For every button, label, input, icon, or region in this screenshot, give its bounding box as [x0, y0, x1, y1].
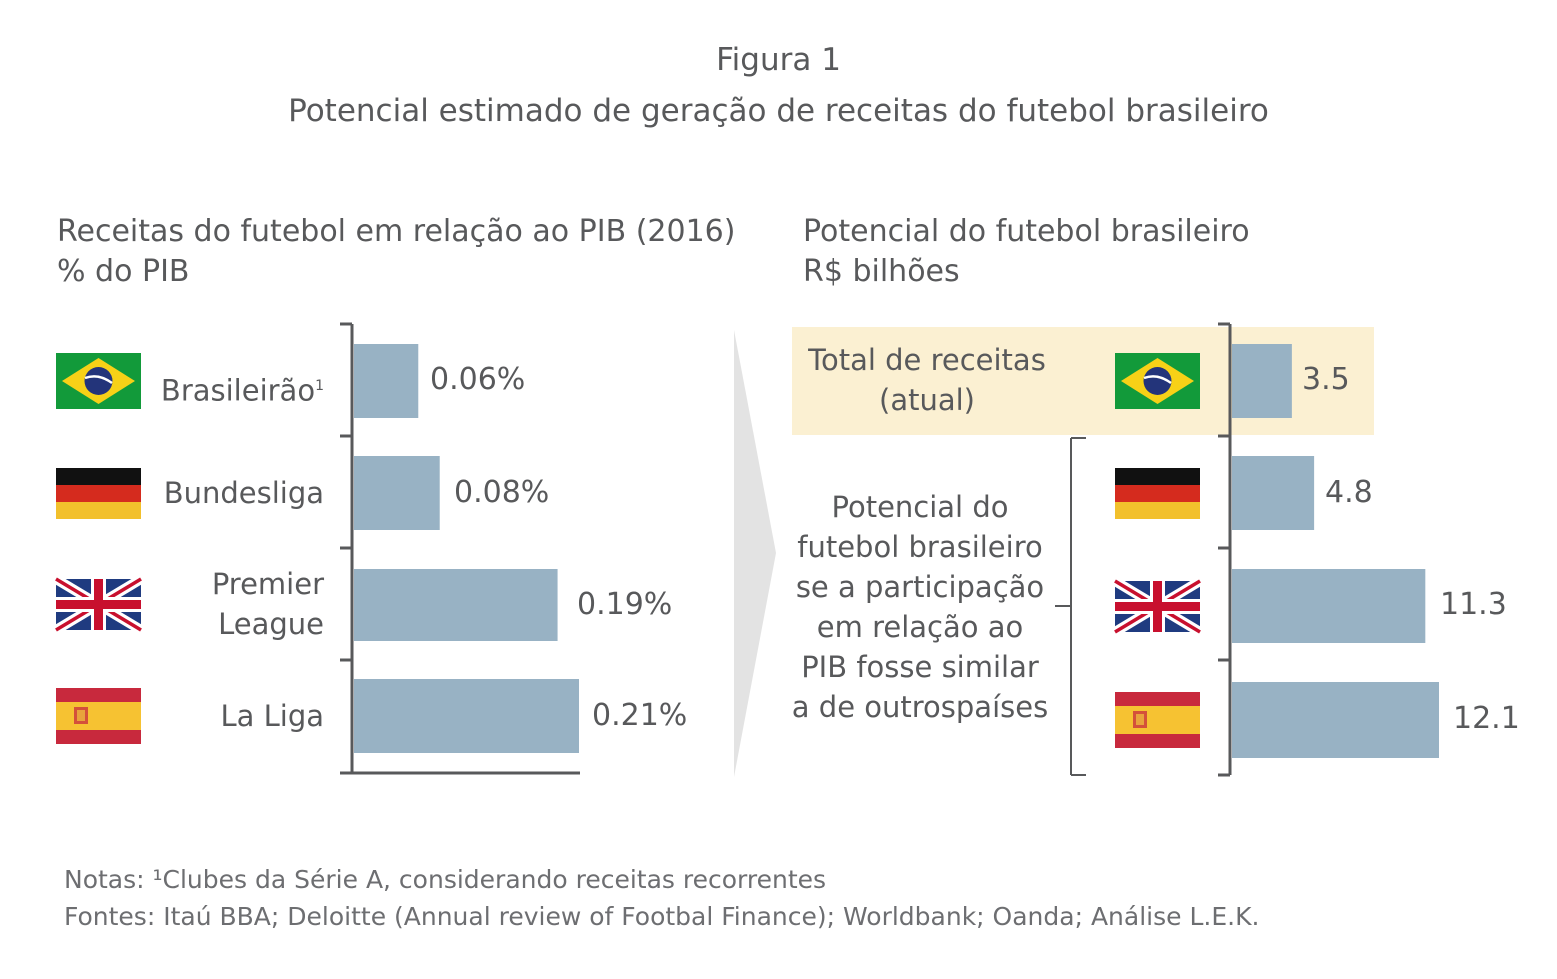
current-revenue-label-line2: (atual)	[879, 383, 975, 417]
category-label-laliga: La Liga	[220, 699, 324, 733]
value-label-brasileirao: 0.06%	[430, 362, 526, 397]
left-chart-subtitle: Receitas do futebol em relação ao PIB (2…	[57, 214, 736, 249]
brazil-flag-icon	[54, 351, 143, 411]
left-bar-3	[354, 569, 558, 641]
right-chart-unit: R$ bilhões	[803, 254, 960, 289]
current-revenue-label-line1: Total de receitas	[808, 343, 1046, 377]
right-bar-3	[1232, 569, 1426, 643]
value-label-laliga: 0.21%	[592, 698, 688, 733]
value-label-premier: 0.19%	[577, 587, 673, 622]
potential-label-line5: PIB fosse similar	[801, 650, 1039, 684]
potential-label-line3: se a participação	[795, 570, 1045, 604]
notes-line: Notas: ¹Clubes da Série A, considerando …	[64, 865, 827, 894]
value-label-spain-potential: 12.1	[1453, 701, 1520, 736]
right-chart-subtitle: Potencial do futebol brasileiro	[803, 214, 1250, 249]
potential-label-line2: futebol brasileiro	[797, 530, 1043, 564]
category-label-premier-line2: League	[218, 607, 324, 641]
category-label-premier-line1: Premier	[211, 567, 324, 601]
potential-bracket	[1055, 437, 1086, 776]
sources-line: Fontes: Itaú BBA; Deloitte (Annual revie…	[64, 902, 1260, 931]
right-axis	[1218, 322, 1232, 777]
value-label-bundesliga: 0.08%	[454, 475, 550, 510]
left-bar-4	[354, 679, 579, 753]
left-bar-2	[354, 456, 440, 530]
value-label-germany-potential: 4.8	[1325, 475, 1373, 510]
potential-label-line4: em relação ao	[816, 610, 1024, 644]
potential-label-line1: Potencial do	[831, 490, 1009, 524]
category-label-brasileirao: Brasileirão1	[160, 373, 324, 408]
value-label-uk-potential: 11.3	[1440, 587, 1507, 622]
spain-flag-icon	[56, 688, 141, 744]
right-bar-4	[1232, 682, 1439, 758]
uk-flag-icon	[56, 579, 141, 630]
germany-flag-icon	[1115, 468, 1200, 519]
left-chart-unit: % do PIB	[57, 254, 190, 289]
uk-flag-icon	[1115, 581, 1200, 632]
right-bar-2	[1232, 456, 1315, 530]
figure-label: Figura 1	[716, 42, 841, 78]
brazil-flag-icon	[1113, 351, 1202, 411]
spain-flag-icon	[1115, 692, 1200, 748]
transition-arrow	[734, 330, 776, 777]
value-label-current: 3.5	[1302, 362, 1350, 397]
potential-label-line6: a de outrospaíses	[791, 690, 1049, 724]
left-axis	[340, 322, 580, 775]
germany-flag-icon	[56, 468, 141, 519]
right-bar-1	[1232, 344, 1292, 418]
left-bar-1	[354, 344, 419, 418]
category-label-bundesliga: Bundesliga	[163, 476, 324, 510]
figure-title: Potencial estimado de geração de receita…	[288, 93, 1269, 129]
